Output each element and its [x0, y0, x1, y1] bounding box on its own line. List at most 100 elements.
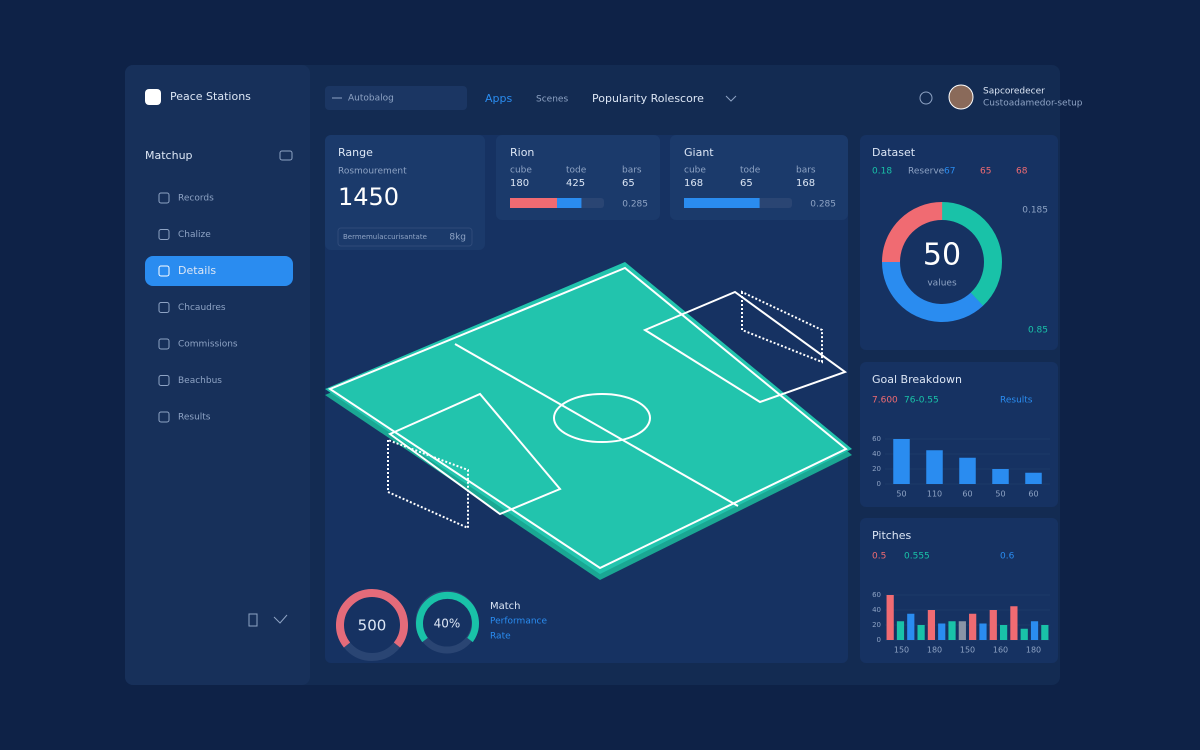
bar	[893, 439, 910, 484]
gauge-arc	[416, 591, 479, 643]
card-footer: 0.285	[622, 200, 648, 210]
legend-item: 68	[1016, 167, 1028, 177]
bar	[1020, 628, 1028, 640]
sidebar-item[interactable]: Results	[178, 413, 211, 423]
stat-label: bars	[622, 166, 642, 176]
legend-item: 0.18	[872, 167, 892, 177]
sidebar-item[interactable]: Commissions	[178, 340, 238, 350]
item-icon	[158, 265, 170, 277]
bar	[927, 610, 936, 640]
goal	[741, 290, 823, 364]
stat-label: tode	[566, 166, 587, 176]
bar	[948, 621, 956, 640]
x-tick-label: 60	[962, 490, 972, 499]
bar	[1030, 621, 1039, 640]
bar	[959, 457, 976, 484]
y-tick-label: 20	[872, 465, 881, 473]
x-tick-label: 50	[995, 490, 1005, 499]
sidebar-item[interactable]: Chalize	[178, 230, 211, 240]
nav-link[interactable]: Apps	[485, 92, 512, 105]
bar	[926, 450, 943, 484]
item-icon	[158, 375, 170, 386]
sidebar	[125, 65, 310, 685]
search-box[interactable]	[325, 86, 467, 110]
match-line: Rate	[490, 632, 511, 642]
bar	[1025, 472, 1042, 484]
gauge-arc	[336, 589, 408, 648]
sidebar-item[interactable]: Records	[178, 194, 214, 204]
stat-value: 168	[796, 178, 815, 189]
sidebar-item[interactable]: Chcaudres	[178, 303, 226, 313]
chevron	[725, 95, 737, 102]
legend-item: 76-0.55	[904, 396, 939, 406]
sidebar-item[interactable]: Details	[178, 264, 216, 277]
legend-item: 0.6	[1000, 552, 1015, 562]
card-subtitle: Rosmourement	[338, 167, 407, 177]
card-title: Rion	[510, 146, 534, 159]
legend-item: 67	[944, 167, 955, 177]
cards: Range Rosmourement 1450 Bermemulaccurisanta…	[325, 135, 848, 250]
stat-label: cube	[684, 166, 706, 176]
gauges: 500 40% Match Performance Rate	[336, 589, 547, 661]
stat-label: cube	[510, 166, 532, 176]
y-tick-label: 60	[872, 435, 881, 443]
card-value: 1450	[338, 183, 399, 211]
nav-dropdown[interactable]: Popularity Rolescore	[592, 92, 704, 105]
card-title: Dataset	[872, 146, 916, 159]
donut	[882, 202, 1002, 322]
stat-value: 425	[566, 178, 585, 189]
stat-value: 65	[740, 178, 753, 189]
icon[interactable]	[248, 613, 258, 627]
y-tick-label: 0	[877, 636, 881, 644]
legend-item: 0.5	[872, 552, 886, 562]
gauge-value: 40%	[434, 617, 461, 631]
user-sub: Custoadamedor-setup	[983, 99, 1083, 109]
bar	[907, 613, 915, 640]
x-tick-label: 180	[927, 646, 942, 655]
progress-segment	[684, 198, 760, 208]
x-tick-label: 150	[960, 646, 975, 655]
center-circle	[553, 393, 651, 443]
y-tick-label: 40	[872, 450, 881, 458]
x-tick-label: 180	[1026, 646, 1041, 655]
stat-value: 65	[622, 178, 635, 189]
progress-segment	[557, 198, 582, 208]
bar	[969, 613, 977, 640]
nav-link[interactable]: Scenes	[536, 95, 568, 105]
active-item-bg[interactable]	[145, 256, 293, 286]
stat-value: 180	[510, 178, 529, 189]
bar	[938, 623, 946, 640]
legend-item: 7.600	[872, 396, 898, 406]
icon[interactable]	[919, 91, 933, 105]
icon[interactable]	[273, 614, 288, 624]
donut-side: 0.85	[1028, 326, 1048, 336]
x-tick-label: 110	[927, 490, 942, 499]
legend-item: 0.555	[904, 552, 930, 562]
bar	[917, 625, 925, 640]
item-icon	[158, 229, 170, 240]
card-title: Pitches	[872, 529, 912, 542]
bar-charts: Goal Breakdown 7.600 76-0.55 Results 0 20 40 60…	[872, 373, 1050, 655]
bar	[989, 610, 997, 640]
penalty-box	[388, 392, 562, 516]
card-title: Giant	[684, 146, 714, 159]
bar	[896, 621, 905, 640]
donut-center-sub: values	[927, 279, 957, 289]
y-tick-label: 0	[877, 480, 881, 488]
penalty-box	[642, 290, 848, 404]
sidebar-item[interactable]: Beachbus	[178, 376, 222, 386]
y-tick-label: 20	[872, 621, 881, 629]
match-line: Performance	[490, 617, 547, 627]
gauge-value: 500	[358, 617, 387, 635]
x-tick-label: 160	[993, 646, 1008, 655]
bar	[1041, 625, 1049, 640]
avatar[interactable]	[948, 84, 974, 110]
logo	[145, 89, 161, 105]
pitch-lines	[327, 266, 848, 570]
card-footer-value: 8kg	[449, 233, 466, 243]
x-tick-label: 150	[894, 646, 909, 655]
icon	[279, 150, 293, 161]
legend-item: 65	[980, 167, 991, 177]
